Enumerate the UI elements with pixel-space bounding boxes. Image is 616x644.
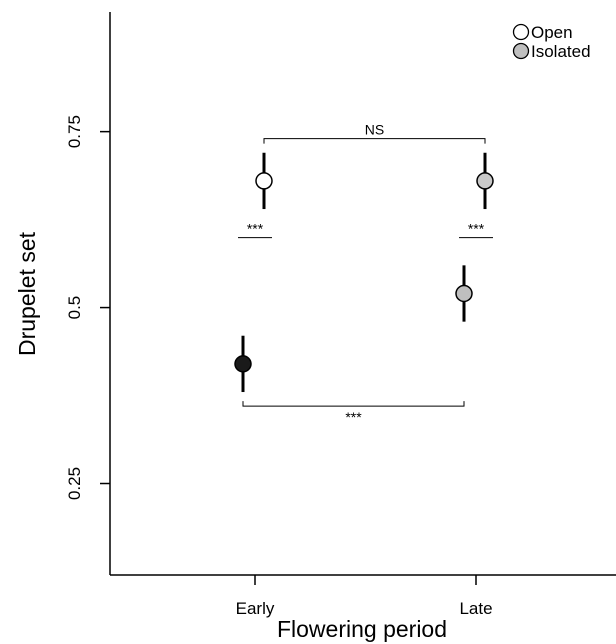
significance-bracket [242, 401, 465, 407]
y-tick-label: 0.25 [65, 467, 84, 500]
data-point [234, 355, 252, 373]
legend-marker [512, 42, 530, 60]
y-tick-label: 0.5 [65, 296, 84, 320]
y-axis-title: Drupelet set [14, 231, 40, 356]
y-tick-label: 0.75 [65, 115, 84, 148]
significance-label: NS [365, 122, 384, 138]
data-point [255, 172, 273, 190]
legend-marker [512, 23, 530, 41]
data-marks [234, 152, 494, 393]
significance-label: *** [468, 221, 485, 237]
significance-bracket [263, 138, 486, 144]
x-tick-label: Early [236, 599, 275, 618]
legend-label: Isolated [531, 42, 591, 61]
data-point [476, 172, 494, 190]
x-tick-label: Late [459, 599, 492, 618]
legend-label: Open [531, 23, 573, 42]
significance-label: *** [345, 409, 362, 425]
x-axis-title: Flowering period [277, 616, 447, 642]
significance-label: *** [247, 221, 264, 237]
axes: 0.25 0.5 0.75 Early Late Drupelet set Flowerin… [14, 12, 616, 642]
annotations: NS *** *** *** [238, 122, 493, 425]
data-point [455, 284, 473, 303]
